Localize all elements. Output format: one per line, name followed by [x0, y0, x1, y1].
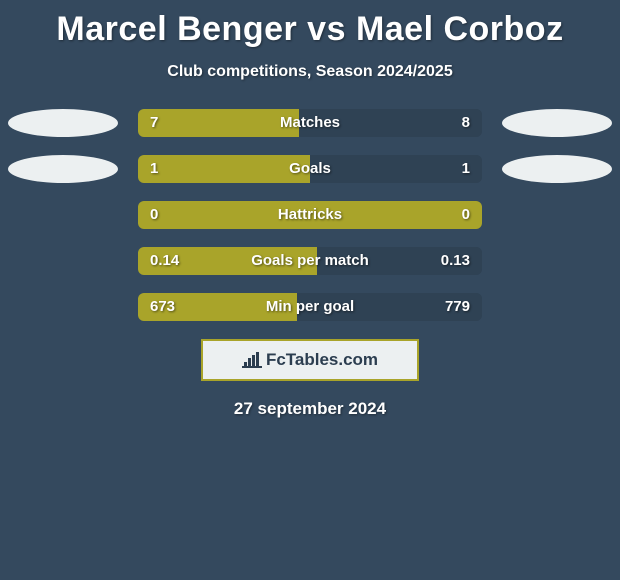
page-title: Marcel Benger vs Mael Corboz — [0, 0, 620, 49]
stat-row: 7 8 Matches — [0, 109, 620, 137]
player-right-marker — [502, 155, 612, 183]
stat-left-value: 7 — [150, 109, 158, 137]
stat-left-value: 673 — [150, 293, 175, 321]
stat-bar: 0 0 Hattricks — [138, 201, 482, 229]
stats-container: 7 8 Matches 1 1 Goals 0 0 Hattricks 0.14 0.13 Goals… — [0, 109, 620, 321]
player-left-marker — [8, 201, 118, 229]
stat-bar: 7 8 Matches — [138, 109, 482, 137]
stat-bar: 1 1 Goals — [138, 155, 482, 183]
stat-right-value: 779 — [445, 293, 470, 321]
stat-row: 0.14 0.13 Goals per match — [0, 247, 620, 275]
stat-left-value: 1 — [150, 155, 158, 183]
stat-label: Matches — [280, 109, 340, 137]
stat-right-value: 8 — [462, 109, 470, 137]
player-left-marker — [8, 109, 118, 137]
stat-row: 673 779 Min per goal — [0, 293, 620, 321]
bar-chart-icon — [242, 352, 262, 368]
player-right-marker — [502, 293, 612, 321]
stat-label: Goals per match — [251, 247, 369, 275]
stat-left-value: 0.14 — [150, 247, 179, 275]
stat-row: 0 0 Hattricks — [0, 201, 620, 229]
player-right-marker — [502, 201, 612, 229]
stat-bar: 673 779 Min per goal — [138, 293, 482, 321]
player-right-marker — [502, 109, 612, 137]
stat-right-value: 0 — [462, 201, 470, 229]
stat-right-value: 1 — [462, 155, 470, 183]
player-left-marker — [8, 155, 118, 183]
stat-left-value: 0 — [150, 201, 158, 229]
stat-label: Goals — [289, 155, 331, 183]
stat-bar: 0.14 0.13 Goals per match — [138, 247, 482, 275]
player-right-marker — [502, 247, 612, 275]
player-left-marker — [8, 247, 118, 275]
page-subtitle: Club competitions, Season 2024/2025 — [0, 63, 620, 81]
stat-row: 1 1 Goals — [0, 155, 620, 183]
bar-left-fill — [138, 109, 299, 137]
bar-right-fill — [310, 155, 482, 183]
stat-label: Min per goal — [266, 293, 354, 321]
stat-right-value: 0.13 — [441, 247, 470, 275]
brand-box[interactable]: FcTables.com — [201, 339, 419, 381]
stat-label: Hattricks — [278, 201, 342, 229]
page-date: 27 september 2024 — [0, 399, 620, 419]
bar-left-fill — [138, 155, 310, 183]
player-left-marker — [8, 293, 118, 321]
brand-label: FcTables.com — [266, 350, 378, 370]
